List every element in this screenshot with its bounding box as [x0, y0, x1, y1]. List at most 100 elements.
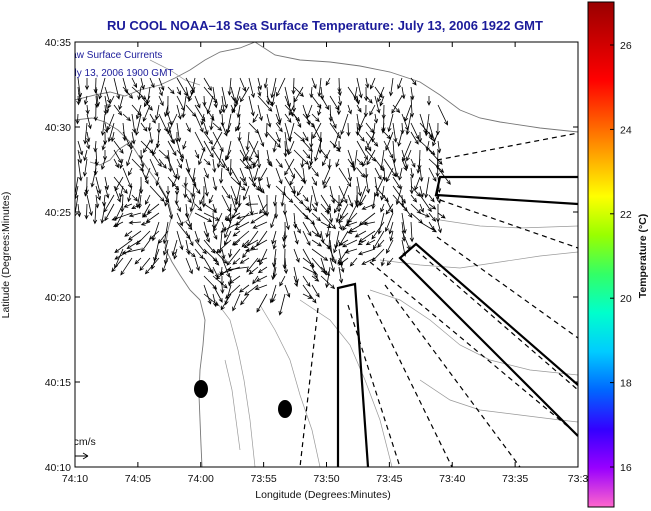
current-vector [284, 158, 295, 176]
current-vector [143, 140, 151, 154]
current-vector [208, 194, 214, 204]
current-vector [142, 212, 151, 218]
x-tick-label: 74:00 [188, 473, 214, 485]
current-vector [232, 257, 241, 265]
current-vector [140, 221, 151, 226]
current-vector [185, 194, 192, 204]
current-vector [256, 149, 262, 169]
current-vector [428, 167, 437, 182]
current-vector [95, 176, 102, 195]
current-vector [239, 77, 247, 92]
current-vector [149, 158, 159, 177]
current-vector [282, 239, 287, 250]
current-vector [284, 212, 290, 231]
current-vector [203, 230, 210, 243]
current-vector [359, 113, 367, 129]
current-vector [356, 104, 362, 113]
current-vector [252, 221, 268, 229]
current-vector [92, 203, 98, 225]
current-vector [131, 77, 137, 89]
current-vector [392, 158, 399, 178]
current-vector [152, 140, 160, 157]
current-vector [100, 113, 106, 136]
current-vector [191, 176, 196, 198]
current-vector [104, 185, 110, 199]
current-vector [306, 104, 313, 119]
current-vector [203, 122, 209, 136]
current-vector [365, 176, 371, 194]
current-vector [264, 122, 269, 138]
current-vector [75, 113, 80, 125]
current-vector [342, 239, 358, 248]
current-vector [383, 158, 397, 178]
current-vector [203, 77, 212, 91]
current-vector [212, 275, 228, 289]
current-vector [369, 104, 376, 116]
current-vector [366, 149, 376, 166]
current-vector [113, 176, 128, 194]
current-vector [257, 104, 263, 122]
current-vector [248, 77, 255, 99]
current-vector [356, 131, 365, 142]
current-vector [237, 131, 242, 142]
current-vector [419, 203, 424, 213]
current-vector [365, 140, 372, 152]
current-vector [176, 203, 181, 213]
current-vector [410, 131, 419, 145]
current-vector [320, 239, 332, 250]
current-vector [112, 221, 124, 227]
current-vector [252, 113, 259, 124]
current-vector [226, 266, 250, 272]
current-vector [326, 203, 331, 215]
surface-current-vectors [54, 77, 451, 316]
current-vector [113, 77, 121, 100]
current-vector [272, 266, 277, 278]
current-vector [437, 212, 446, 219]
current-vector [212, 122, 223, 132]
current-vector [194, 230, 200, 244]
current-vector [284, 113, 292, 123]
current-vector [428, 221, 435, 231]
current-vector [293, 203, 309, 220]
current-vector [194, 131, 206, 152]
current-vector [194, 257, 200, 272]
x-tick-label: 73:3 [568, 473, 589, 485]
current-vector [113, 149, 122, 164]
current-vector [302, 257, 315, 267]
current-vector [124, 230, 133, 237]
current-vector [266, 95, 274, 107]
current-vector [140, 158, 145, 168]
current-vector [77, 203, 82, 218]
current-vector [401, 158, 408, 172]
current-vector [176, 104, 182, 120]
current-vector [134, 257, 142, 265]
current-vector [83, 95, 89, 106]
current-vector [167, 140, 177, 157]
current-vector [146, 203, 160, 214]
current-vector [203, 266, 213, 272]
current-vector [389, 77, 394, 97]
current-vector [389, 230, 394, 242]
current-vector [385, 212, 394, 233]
current-vector [356, 167, 366, 178]
current-vector [410, 77, 417, 86]
current-vector [234, 221, 250, 230]
current-vector [435, 204, 441, 223]
current-vector [386, 239, 394, 254]
x-tick-label: 73:40 [439, 473, 465, 485]
current-vector [203, 284, 212, 305]
current-vector [302, 230, 311, 247]
current-vector [185, 248, 196, 258]
current-vector [185, 230, 194, 247]
current-vector [185, 257, 193, 275]
current-vector [417, 131, 423, 143]
current-vector [176, 212, 183, 227]
current-vector [270, 77, 277, 99]
current-vector [54, 141, 60, 160]
inset-label-date: July 13, 2006 1900 GMT [64, 68, 174, 79]
current-vector [347, 229, 358, 235]
current-vector [224, 230, 232, 246]
current-vector [220, 221, 241, 233]
current-vector [387, 113, 394, 133]
current-vector [338, 167, 352, 188]
